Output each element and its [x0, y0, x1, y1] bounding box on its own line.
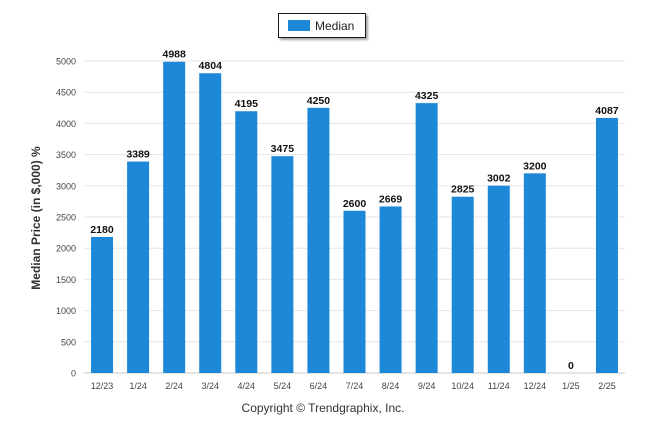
x-tick-label: 6/24: [310, 381, 328, 391]
bar: [163, 61, 186, 373]
x-tick-label: 1/25: [562, 381, 580, 391]
x-tick-label: 12/23: [91, 381, 114, 391]
bar-value-label: 3002: [487, 173, 511, 185]
bar-value-label: 3200: [523, 160, 547, 172]
legend-label-median: Median: [315, 18, 355, 33]
y-tick-label: 1500: [56, 275, 76, 285]
bar: [127, 161, 150, 373]
x-tick-label: 4/24: [238, 381, 256, 391]
bar-value-label: 2825: [451, 184, 475, 196]
x-tick-label: 2/25: [598, 381, 616, 391]
bar-value-label: 4250: [307, 95, 331, 107]
x-tick-label: 1/24: [129, 381, 147, 391]
x-tick-labels: 12/23 1/24 2/24 3/24 4/24 5/24 6/24 7/24 8/24 9/2…: [91, 381, 616, 391]
y-tick-label: 5000: [56, 57, 76, 67]
bar-value-label: 4988: [162, 49, 186, 61]
y-tick-labels: 0 500 1000 1500 2000 2500 3000 3500 4000 4500 5000: [56, 57, 76, 379]
bar-value-label: 4195: [235, 98, 259, 110]
bar: [199, 73, 222, 373]
bar: [235, 111, 258, 374]
bar-value-label: 2669: [379, 193, 403, 205]
y-tick-label: 0: [71, 369, 76, 379]
bar: [415, 103, 438, 374]
y-tick-label: 2500: [56, 213, 76, 223]
y-tick-label: 4000: [56, 119, 76, 129]
x-tick-label: 7/24: [346, 381, 364, 391]
bar: [343, 210, 366, 373]
legend-swatch: [288, 20, 310, 31]
x-tick-label: 12/24: [524, 381, 547, 391]
bar: [379, 206, 402, 373]
bar-value-label: 2600: [343, 198, 367, 210]
y-tick-label: 500: [61, 337, 76, 347]
x-tick-label: 11/24: [488, 381, 510, 391]
bar-value-label: 4087: [595, 105, 619, 117]
y-tick-label: 2000: [56, 244, 76, 254]
x-tick-label: 5/24: [274, 381, 292, 391]
y-tick-label: 1000: [56, 306, 76, 316]
value-labels: 2180 3389 4988 4804 4195 3475 4250 2600 2669 4325…: [90, 49, 618, 372]
bar-value-label: 2180: [90, 224, 114, 236]
y-tick-label: 4500: [56, 88, 76, 98]
bars: [91, 61, 618, 374]
y-tick-label: 3500: [56, 150, 76, 160]
y-tick-label: 3000: [56, 181, 76, 191]
copyright-text: Copyright © Trendgraphix, Inc.: [241, 401, 405, 415]
x-tick-label: 2/24: [165, 381, 183, 391]
x-tick-label: 9/24: [418, 381, 436, 391]
bar-value-label: 3389: [126, 149, 150, 161]
bar: [451, 196, 474, 373]
bar-value-label: 4804: [199, 60, 223, 72]
bar: [487, 185, 510, 373]
bar: [91, 236, 114, 373]
bar: [523, 173, 546, 373]
bar-value-label: 4325: [415, 90, 439, 102]
bar-value-label: 3475: [271, 143, 295, 155]
bar: [307, 107, 330, 374]
x-tick-label: 3/24: [201, 381, 219, 391]
x-tick-label: 8/24: [382, 381, 400, 391]
bar: [271, 156, 294, 373]
bar-value-label: 0: [568, 360, 574, 372]
bar: [595, 117, 618, 374]
x-tick-label: 10/24: [451, 381, 474, 391]
legend: Median: [278, 13, 366, 38]
